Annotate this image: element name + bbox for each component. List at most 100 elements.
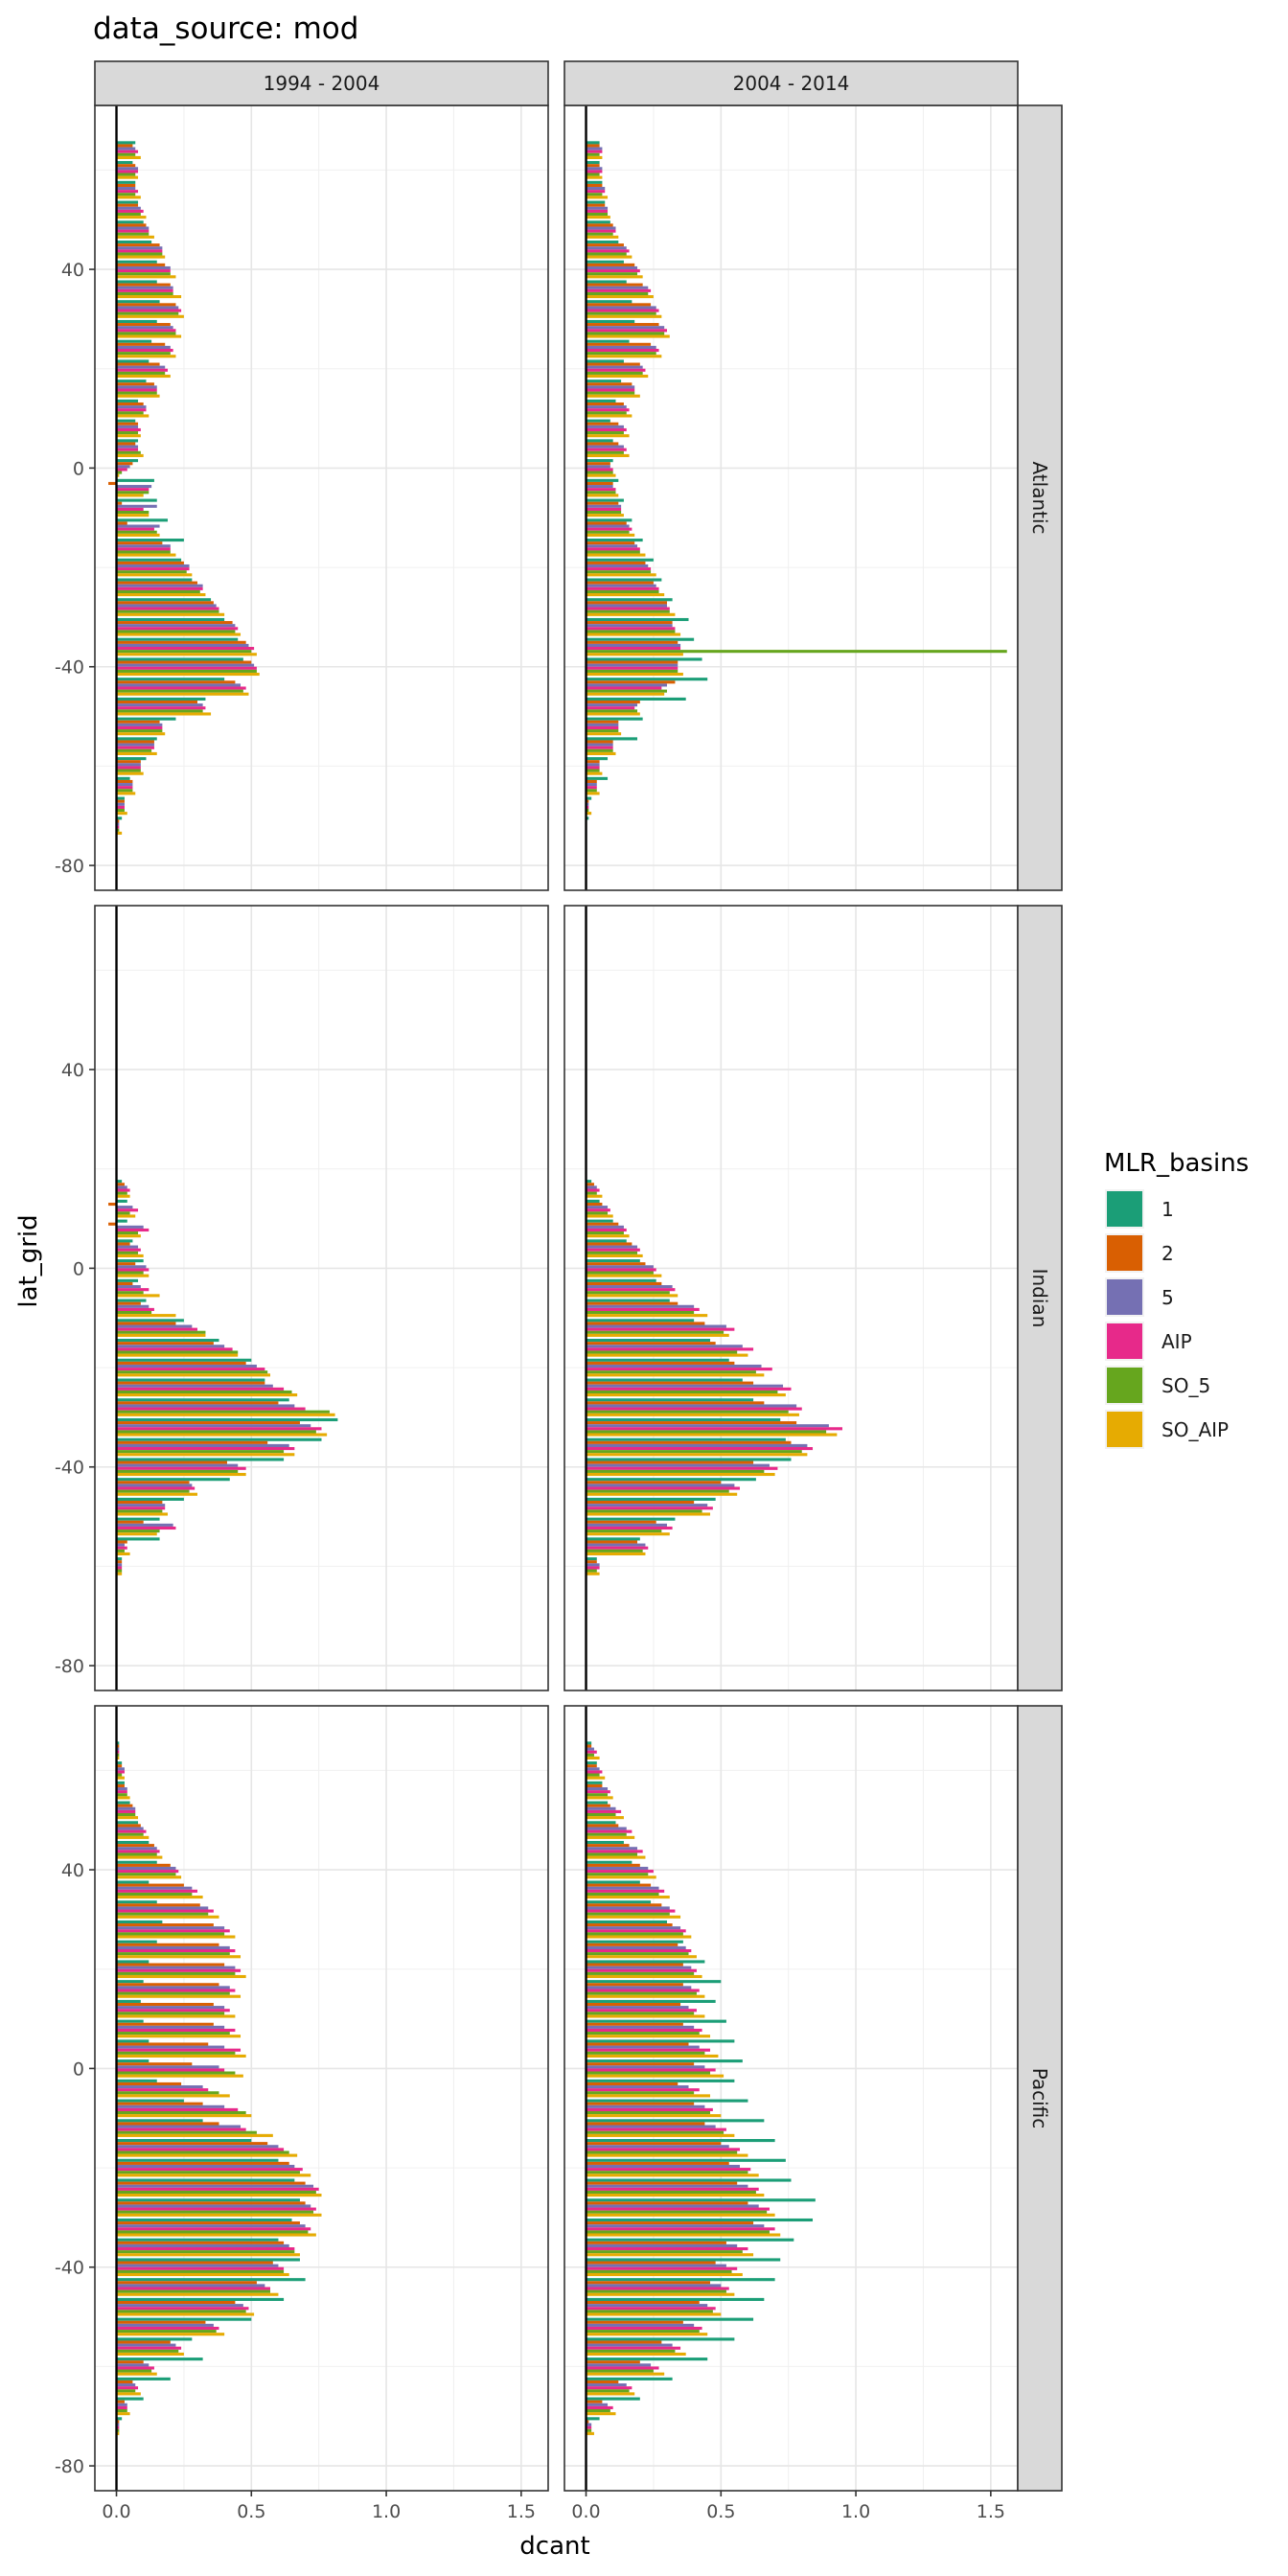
bar-aip [116, 468, 127, 472]
bar-so-5 [586, 2012, 695, 2015]
bar-1 [586, 1458, 792, 1461]
bar-aip [116, 1948, 236, 1953]
panel-background [95, 105, 548, 890]
bar-so-aip [586, 1234, 630, 1238]
panel-background [95, 1706, 548, 2491]
bar-2 [586, 422, 619, 426]
bar-so-5 [116, 689, 243, 693]
bar-so-5 [116, 1873, 176, 1876]
bar-so-5 [586, 1509, 702, 1513]
bar-1 [586, 1378, 743, 1382]
panel-indian-1 [564, 905, 1019, 1691]
bar-2 [116, 1262, 136, 1266]
bar-aip [116, 1268, 150, 1272]
bar-2 [586, 1183, 594, 1186]
bar-so-aip [586, 2233, 781, 2237]
x-axis-tick-label: 0.0 [102, 2501, 130, 2522]
facet-strip-label-column: 1994 - 2004 [264, 72, 380, 95]
bar-aip [586, 1829, 632, 1833]
bar-2 [116, 1744, 120, 1748]
bar-so-aip [586, 216, 610, 219]
bar-2 [586, 203, 606, 207]
bar-1 [586, 1398, 754, 1402]
bar-aip [116, 2148, 285, 2151]
bar-so-aip [586, 434, 630, 438]
bar-so-5 [116, 2171, 300, 2174]
bar-so-5 [116, 570, 187, 574]
bar-2 [116, 2261, 273, 2265]
bar-aip [586, 706, 635, 710]
bar-5 [586, 1806, 616, 1810]
bar-2 [116, 1863, 171, 1867]
bar-so-aip [586, 593, 665, 597]
bar-1 [116, 1478, 230, 1482]
bar-5 [586, 206, 609, 210]
bar-2 [586, 779, 597, 784]
bar-aip [586, 1770, 603, 1774]
bar-so-aip [116, 1756, 120, 1760]
bar-1 [586, 1860, 632, 1864]
bar-so-5 [586, 1873, 649, 1876]
bar-2 [586, 2161, 729, 2165]
bar-so-5 [586, 2230, 770, 2234]
bar-2 [586, 2002, 681, 2007]
bar-so-5 [116, 1410, 330, 1414]
bar-so-aip [116, 2233, 316, 2237]
bar-aip [116, 1790, 127, 1794]
bar-so-5 [586, 2190, 756, 2195]
bar-1 [116, 1259, 144, 1263]
bar-1 [116, 319, 157, 324]
bar-1 [586, 359, 624, 363]
bar-so-5 [586, 2369, 654, 2373]
x-axis-tick-label: 1.0 [841, 2501, 870, 2522]
bar-so-aip [116, 2133, 273, 2137]
bar-1 [586, 678, 708, 681]
bar-1 [586, 776, 609, 780]
bar-1 [116, 2417, 123, 2421]
bar-5 [116, 2204, 311, 2208]
bar-so-5 [586, 371, 643, 375]
bar-1 [586, 2158, 786, 2162]
bar-so-5 [586, 1291, 670, 1295]
bar-aip [116, 1968, 242, 1972]
bar-1 [116, 459, 139, 463]
bar-aip [116, 2326, 219, 2331]
bar-1 [586, 1880, 640, 1884]
bar-1 [586, 737, 638, 741]
bar-so-aip [116, 494, 144, 497]
bar-2 [586, 1342, 716, 1346]
bar-so-aip [586, 1453, 808, 1457]
bar-5 [116, 1886, 193, 1890]
bar-so-aip [116, 1433, 328, 1437]
bar-so-5 [586, 1330, 724, 1334]
bar-so-5 [586, 2330, 700, 2334]
bar-2 [586, 1460, 754, 1464]
bar-1 [116, 300, 160, 304]
legend-label: SO_AIP [1162, 1418, 1229, 1441]
bar-aip [116, 746, 154, 749]
bar-1 [586, 161, 600, 165]
bar-aip [116, 2247, 295, 2251]
bar-2 [586, 1744, 592, 1748]
bar-so-aip [586, 2194, 765, 2197]
bar-aip [116, 1347, 233, 1351]
facet-strip-label-column: 2004 - 2014 [733, 72, 850, 95]
bar-so-aip [116, 692, 249, 696]
bar-2 [116, 1183, 125, 1186]
bar-so-5 [586, 2130, 724, 2134]
bar-1 [586, 399, 616, 402]
bar-so-5 [116, 1832, 144, 1836]
bar-aip [116, 2386, 139, 2390]
bar-1 [116, 1980, 144, 1984]
bar-so-aip [586, 514, 624, 518]
bar-aip [586, 686, 662, 690]
bar-so-5 [116, 1291, 144, 1295]
bar-so-aip [116, 2094, 230, 2098]
bar-1 [586, 558, 654, 562]
legend-swatch [1107, 1368, 1142, 1403]
bar-so-aip [586, 2074, 724, 2078]
bar-aip [586, 766, 600, 770]
bar-aip [116, 1307, 154, 1311]
bar-so-aip [586, 275, 643, 279]
bar-5 [586, 1543, 646, 1547]
